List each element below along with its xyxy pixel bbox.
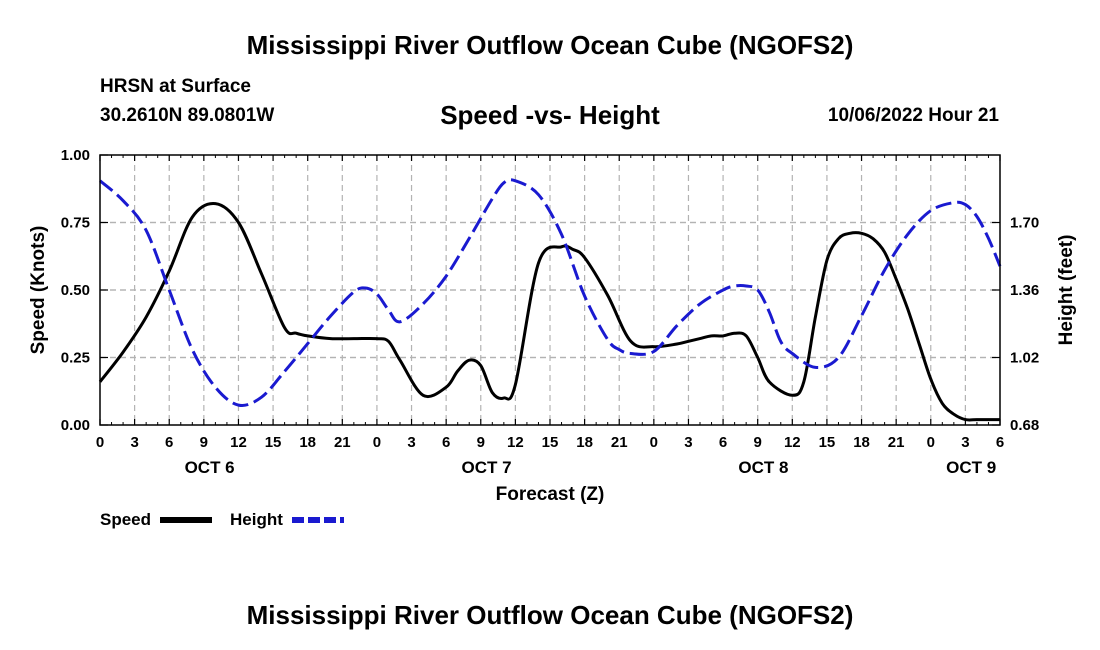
x-tick-label: 6 bbox=[442, 434, 450, 451]
y-left-tick-label: 0.25 bbox=[61, 350, 90, 367]
x-tick-label: 15 bbox=[265, 434, 282, 451]
day-label: OCT 9 bbox=[946, 458, 996, 477]
legend-speed-label: Speed bbox=[100, 510, 151, 529]
x-tick-label: 6 bbox=[719, 434, 727, 451]
labels-layer: Forecast (Z) Speed (Knots) Height (feet) bbox=[28, 226, 1077, 505]
x-tick-label: 18 bbox=[299, 434, 316, 451]
day-label: OCT 6 bbox=[185, 458, 235, 477]
x-tick-label: 18 bbox=[853, 434, 870, 451]
main-title: Mississippi River Outflow Ocean Cube (NG… bbox=[246, 30, 854, 60]
x-tick-label: 3 bbox=[684, 434, 692, 451]
x-tick-label: 0 bbox=[96, 434, 104, 451]
x-tick-label: 6 bbox=[996, 434, 1004, 451]
x-tick-label: 21 bbox=[611, 434, 628, 451]
x-tick-label: 12 bbox=[230, 434, 247, 451]
x-tick-label: 15 bbox=[542, 434, 559, 451]
x-tick-label: 21 bbox=[334, 434, 351, 451]
legend-height-label: Height bbox=[230, 510, 283, 529]
y-axis-left-title: Speed (Knots) bbox=[28, 226, 49, 355]
y-right-tick-label: 1.70 bbox=[1010, 215, 1039, 232]
repeated-main-title: Mississippi River Outflow Ocean Cube (NG… bbox=[246, 600, 854, 630]
x-tick-label: 0 bbox=[373, 434, 381, 451]
y-axis-right-title: Height (feet) bbox=[1056, 235, 1077, 346]
day-label: OCT 8 bbox=[738, 458, 788, 477]
series-line-speed bbox=[98, 201, 1000, 422]
coordinates-label: 30.2610N 89.0801W bbox=[100, 105, 275, 126]
series-layer bbox=[98, 178, 1002, 422]
grid-layer bbox=[100, 155, 1000, 425]
y-right-tick-label: 0.68 bbox=[1010, 417, 1039, 434]
y-left-tick-label: 0.50 bbox=[61, 282, 90, 299]
y-left-tick-label: 0.75 bbox=[61, 215, 90, 232]
x-axis-title: Forecast (Z) bbox=[496, 484, 605, 505]
y-right-tick-label: 1.02 bbox=[1010, 350, 1039, 367]
x-tick-label: 15 bbox=[819, 434, 836, 451]
x-tick-label: 9 bbox=[477, 434, 485, 451]
x-tick-label: 18 bbox=[576, 434, 593, 451]
ticks-layer: 0 3 6 9 12 15 18 21 0 3 6 9 12 15 18 21 0 3 6 9 12 15 18 21 0 3 60… bbox=[61, 147, 1039, 477]
x-tick-label: 0 bbox=[650, 434, 658, 451]
x-tick-label: 21 bbox=[888, 434, 905, 451]
x-tick-label: 3 bbox=[407, 434, 415, 451]
x-tick-label: 3 bbox=[130, 434, 138, 451]
x-tick-label: 0 bbox=[927, 434, 935, 451]
x-tick-label: 3 bbox=[961, 434, 969, 451]
x-tick-label: 12 bbox=[784, 434, 801, 451]
y-right-tick-label: 1.36 bbox=[1010, 282, 1039, 299]
station-label: HRSN at Surface bbox=[100, 76, 251, 97]
legend: Speed Height bbox=[100, 510, 344, 529]
chart-title: Speed -vs- Height bbox=[440, 100, 660, 130]
x-tick-label: 6 bbox=[165, 434, 173, 451]
series-line-height bbox=[99, 178, 1002, 407]
x-tick-label: 9 bbox=[200, 434, 208, 451]
y-left-tick-label: 0.00 bbox=[61, 417, 90, 434]
x-tick-label: 9 bbox=[754, 434, 762, 451]
y-left-tick-label: 1.00 bbox=[61, 147, 90, 164]
day-label: OCT 7 bbox=[462, 458, 512, 477]
forecast-timestamp: 10/06/2022 Hour 21 bbox=[827, 105, 999, 126]
x-tick-label: 12 bbox=[507, 434, 524, 451]
